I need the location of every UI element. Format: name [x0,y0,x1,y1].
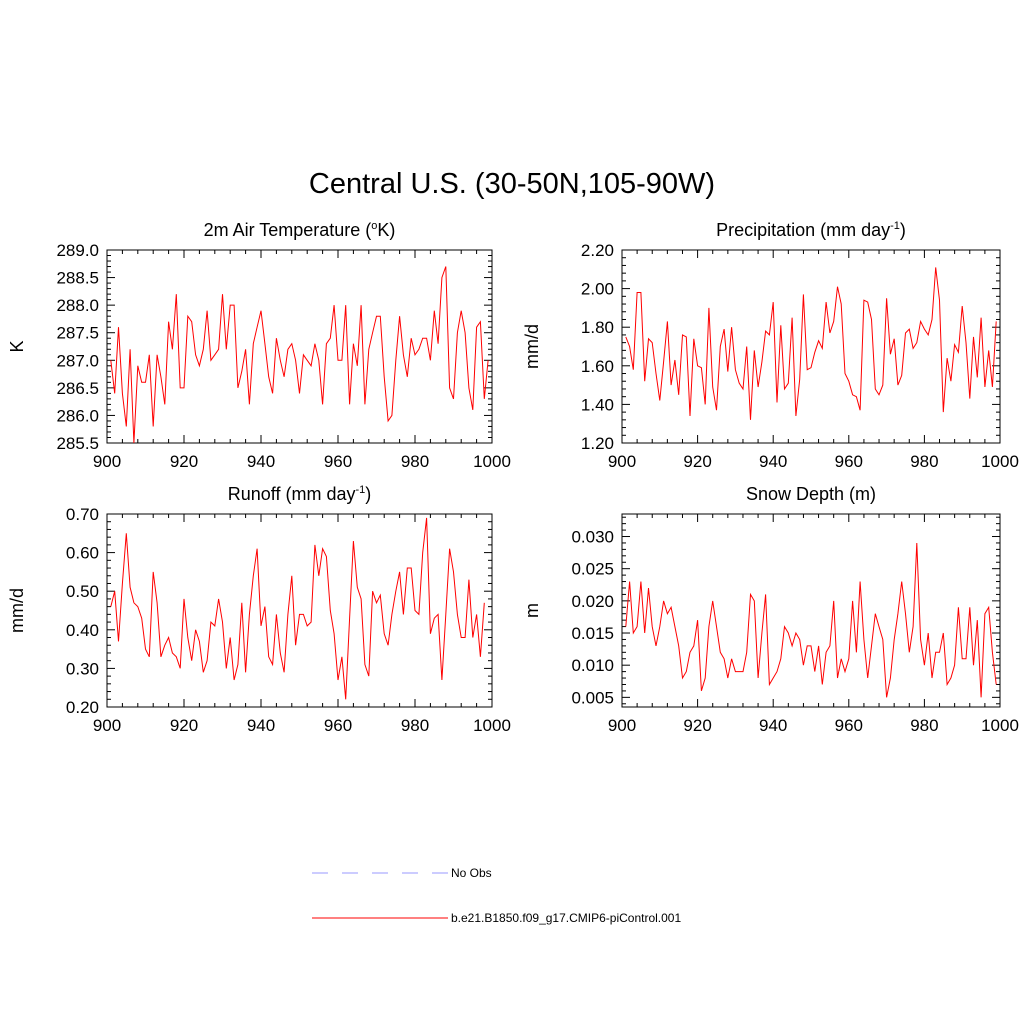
y-axis-label: K [7,340,27,352]
y-tick-label: 287.5 [56,324,99,343]
y-tick-label: 0.010 [571,656,614,675]
panel-snow-depth: Snow Depth (m) m 900 920 940 960 980 1000 0.005 0… [522,484,1019,735]
x-tick-label: 940 [759,716,787,735]
y-tick-label: 0.030 [571,528,614,547]
y-tick-label: 0.020 [571,592,614,611]
x-tick-label: 940 [759,452,787,471]
plot-frame [106,513,493,708]
x-tick-label: 980 [910,716,938,735]
x-tick-label: 960 [835,452,863,471]
panel-title: 2m Air Temperature (oK) [204,220,396,240]
x-tick-label: 960 [324,452,352,471]
panel-title: Runoff (mm day-1) [228,484,372,504]
x-tick-label: 900 [608,716,636,735]
y-tick-label: 287.0 [56,351,99,370]
y-tick-label: 1.60 [581,357,614,376]
legend-label-2: b.e21.B1850.f09_g17.CMIP6-piControl.001 [451,911,681,925]
y-tick-label: 1.80 [581,318,614,337]
x-tick-label: 1000 [981,716,1019,735]
plot-frame [106,249,493,444]
series-line [625,542,997,698]
y-tick-label: 0.015 [571,624,614,643]
x-tick-label: 900 [93,716,121,735]
x-tick-label: 980 [401,452,429,471]
x-tick-label: 920 [683,716,711,735]
x-tick-label: 980 [910,452,938,471]
panel-temperature: 2m Air Temperature (oK) K 900 920 940 960 980 1… [7,220,511,471]
x-tick-label: 960 [324,716,352,735]
x-tick-label: 920 [683,452,711,471]
legend: No Obs b.e21.B1850.f09_g17.CMIP6-piContro… [312,866,681,925]
x-tick-label: 900 [93,452,121,471]
series-line [625,267,997,420]
x-tick-label: 900 [608,452,636,471]
figure-title: Central U.S. (30-50N,105-90W) [308,168,716,200]
y-tick-label: 0.025 [571,560,614,579]
x-tick-label: 1000 [473,452,511,471]
y-tick-label: 0.70 [66,505,99,524]
plot-frame [621,249,1001,444]
y-tick-label: 0.30 [66,659,99,678]
panel-runoff: Runoff (mm day-1) mm/d 900 920 940 960 980 1000… [7,484,511,735]
panel-title: Precipitation (mm day-1) [716,220,906,240]
x-tick-label: 1000 [473,716,511,735]
y-tick-label: 288.5 [56,269,99,288]
x-tick-label: 920 [170,716,198,735]
x-tick-label: 920 [170,452,198,471]
x-tick-label: 940 [247,452,275,471]
panel-precipitation: Precipitation (mm day-1) mm/d 900 920 940 960… [522,220,1019,471]
plot-frame [621,513,1001,708]
y-tick-label: 0.40 [66,621,99,640]
y-tick-label: 289.0 [56,241,99,260]
y-tick-label: 0.60 [66,544,99,563]
y-axis-label: mm/d [7,588,27,633]
y-tick-label: 0.005 [571,688,614,707]
x-tick-label: 1000 [981,452,1019,471]
y-axis-label: mm/d [522,324,542,369]
legend-label-1: No Obs [451,866,492,880]
series-line [110,517,485,700]
y-tick-label: 2.00 [581,280,614,299]
y-tick-label: 1.20 [581,434,614,453]
y-tick-label: 0.20 [66,698,99,717]
y-tick-label: 288.0 [56,296,99,315]
y-tick-label: 285.5 [56,434,99,453]
x-tick-label: 940 [247,716,275,735]
y-tick-label: 286.5 [56,379,99,398]
x-tick-label: 980 [401,716,429,735]
y-tick-label: 1.40 [581,395,614,414]
x-tick-label: 960 [835,716,863,735]
y-tick-label: 2.20 [581,241,614,260]
y-axis-label: m [522,603,542,618]
y-tick-label: 0.50 [66,582,99,601]
y-tick-label: 286.0 [56,406,99,425]
panel-title: Snow Depth (m) [746,484,876,504]
series-line [110,266,489,444]
